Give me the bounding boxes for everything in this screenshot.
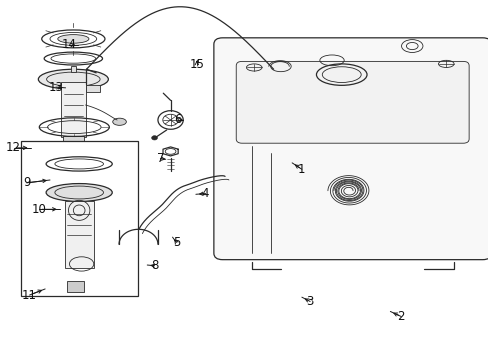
Ellipse shape [38, 69, 108, 89]
Text: 15: 15 [189, 58, 204, 72]
Bar [85, 85, 100, 93]
Text: 12: 12 [6, 141, 21, 154]
Bar [62, 136, 84, 152]
Text: 8: 8 [151, 259, 158, 272]
Text: 6: 6 [174, 113, 181, 126]
Ellipse shape [58, 35, 89, 43]
Text: 10: 10 [32, 203, 47, 216]
Text: 1: 1 [298, 163, 305, 176]
FancyBboxPatch shape [213, 38, 488, 260]
Text: 11: 11 [22, 288, 37, 302]
Text: 4: 4 [202, 187, 209, 200]
Bar [61, 82, 85, 137]
Text: 5: 5 [172, 236, 180, 249]
Text: 9: 9 [23, 176, 30, 189]
Text: 2: 2 [397, 310, 404, 323]
Bar [67, 281, 84, 292]
Text: 3: 3 [306, 295, 313, 308]
Ellipse shape [151, 136, 157, 140]
Text: 7: 7 [156, 152, 164, 165]
Ellipse shape [46, 184, 112, 202]
Text: 14: 14 [62, 39, 77, 51]
Bar [71, 66, 76, 72]
Ellipse shape [113, 118, 126, 125]
Bar [21, 141, 137, 296]
Bar [64, 202, 94, 267]
FancyBboxPatch shape [236, 62, 468, 143]
Text: 13: 13 [48, 81, 63, 94]
